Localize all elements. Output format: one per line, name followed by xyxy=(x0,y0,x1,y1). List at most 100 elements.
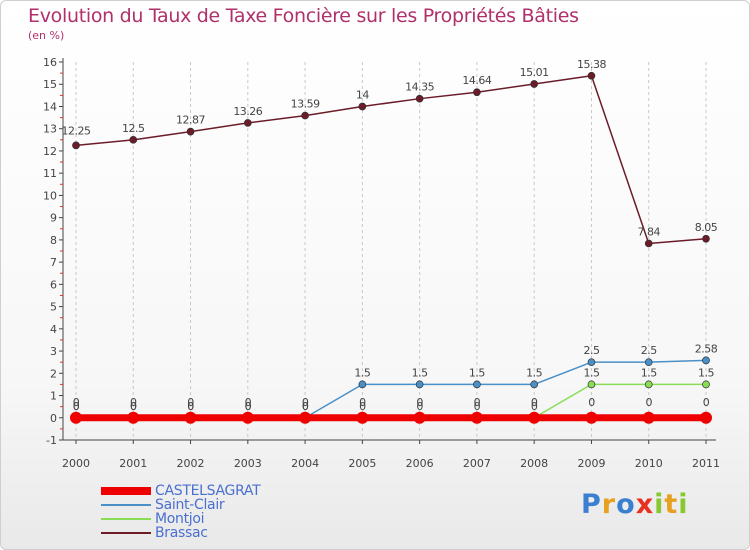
data-label: 0 xyxy=(531,396,538,409)
data-point xyxy=(358,102,367,111)
legend-item-montjoi: Montjoi xyxy=(101,512,260,526)
data-point xyxy=(70,411,82,424)
x-tick-label: 2000 xyxy=(62,457,90,470)
chart-subtitle: (en %) xyxy=(28,29,65,42)
x-tick-label: 2007 xyxy=(463,457,491,470)
y-tick-label: 14 xyxy=(43,100,57,113)
data-label: 0 xyxy=(416,400,423,413)
data-point xyxy=(644,380,653,389)
x-tick-label: 2009 xyxy=(577,457,605,470)
data-label: 1.5 xyxy=(526,366,542,379)
data-label: 0 xyxy=(302,400,309,413)
data-label: 0 xyxy=(187,396,194,409)
legend-item-saint-clair: Saint-Clair xyxy=(101,498,260,512)
data-label: 13.26 xyxy=(233,105,262,118)
data-label: 0 xyxy=(645,396,652,409)
data-label: 2.5 xyxy=(583,344,599,357)
data-label: 0 xyxy=(302,400,309,413)
data-label: 1.5 xyxy=(583,366,599,379)
data-point xyxy=(644,358,653,367)
data-label: 15.38 xyxy=(577,58,606,71)
x-tick-label: 2001 xyxy=(119,457,147,470)
logo-letter: x xyxy=(635,489,655,520)
logo-letter: i xyxy=(654,489,665,520)
data-point xyxy=(241,411,254,424)
y-tick-label: 15 xyxy=(43,78,57,91)
data-label: 0 xyxy=(130,400,137,413)
x-tick-label: 2003 xyxy=(234,457,262,470)
data-point xyxy=(356,411,369,424)
y-tick-label: 4 xyxy=(50,323,57,336)
x-tick-label: 2008 xyxy=(520,457,548,470)
chart-title: Evolution du Taux de Taxe Foncière sur l… xyxy=(28,5,579,27)
proxiti-logo: Proxiti xyxy=(581,489,689,520)
legend-label: Brassac xyxy=(155,525,208,541)
data-label: 8.05 xyxy=(695,221,718,234)
y-tick-label: 8 xyxy=(50,234,57,247)
legend-swatch xyxy=(101,518,151,520)
data-point xyxy=(415,94,424,103)
data-point xyxy=(301,111,309,120)
legend: CASTELSAGRAT Saint-Clair Montjoi Brassac xyxy=(101,483,261,541)
y-tick-label: 9 xyxy=(50,212,57,225)
data-label: 0 xyxy=(416,396,423,409)
data-point xyxy=(587,380,596,389)
data-point xyxy=(413,411,426,424)
data-point xyxy=(415,380,424,389)
logo-letter: t xyxy=(664,489,679,520)
data-label: 14 xyxy=(356,88,369,101)
data-label: 0 xyxy=(245,400,252,413)
data-point xyxy=(702,234,710,243)
data-point xyxy=(700,411,712,424)
data-point xyxy=(470,411,483,424)
legend-label: CASTELSAGRAT xyxy=(155,483,261,499)
x-tick-label: 2005 xyxy=(348,457,376,470)
data-label: 0 xyxy=(187,400,194,413)
data-point xyxy=(644,239,653,248)
data-label: 0 xyxy=(531,400,538,413)
data-point xyxy=(702,356,710,365)
y-tick-label: 12 xyxy=(43,145,57,158)
data-point xyxy=(473,380,481,389)
legend-item-castelsagrat: CASTELSAGRAT xyxy=(101,483,261,499)
data-label: 0 xyxy=(130,400,137,413)
logo-letter: P xyxy=(581,489,602,520)
data-point xyxy=(473,88,481,97)
data-label: 14.35 xyxy=(405,81,434,94)
data-point xyxy=(530,80,539,88)
data-point xyxy=(358,380,367,389)
data-point xyxy=(585,411,598,424)
data-point xyxy=(72,141,80,150)
data-label: 7.84 xyxy=(637,225,660,238)
y-tick-label: 16 xyxy=(43,56,57,69)
data-point xyxy=(243,119,252,127)
y-tick-label: 5 xyxy=(50,301,57,314)
logo-letter: r xyxy=(601,489,617,520)
x-tick-label: 2004 xyxy=(291,457,319,470)
data-label: 1.5 xyxy=(354,366,370,379)
data-label: 15.01 xyxy=(520,66,549,79)
data-label: 12.25 xyxy=(62,124,91,137)
data-label: 2.58 xyxy=(695,342,718,355)
y-tick-label: 1 xyxy=(50,390,57,403)
data-point xyxy=(127,411,140,424)
x-tick-label: 2011 xyxy=(692,457,720,470)
logo-letter: o xyxy=(616,489,636,520)
data-point xyxy=(528,411,541,424)
y-tick-label: -1 xyxy=(46,434,57,447)
data-label: 0 xyxy=(359,400,366,413)
data-point xyxy=(642,411,655,424)
y-tick-label: 3 xyxy=(50,345,57,358)
y-tick-label: 11 xyxy=(43,167,57,180)
x-tick-label: 2006 xyxy=(406,457,434,470)
data-label: 0 xyxy=(588,396,595,409)
series-line-saint-clair xyxy=(76,359,707,419)
data-label: 0 xyxy=(73,400,80,413)
data-point xyxy=(186,127,195,136)
data-label: 12.87 xyxy=(176,114,205,127)
legend-swatch xyxy=(101,504,151,506)
data-label: 0 xyxy=(73,396,80,409)
data-point xyxy=(530,380,539,389)
